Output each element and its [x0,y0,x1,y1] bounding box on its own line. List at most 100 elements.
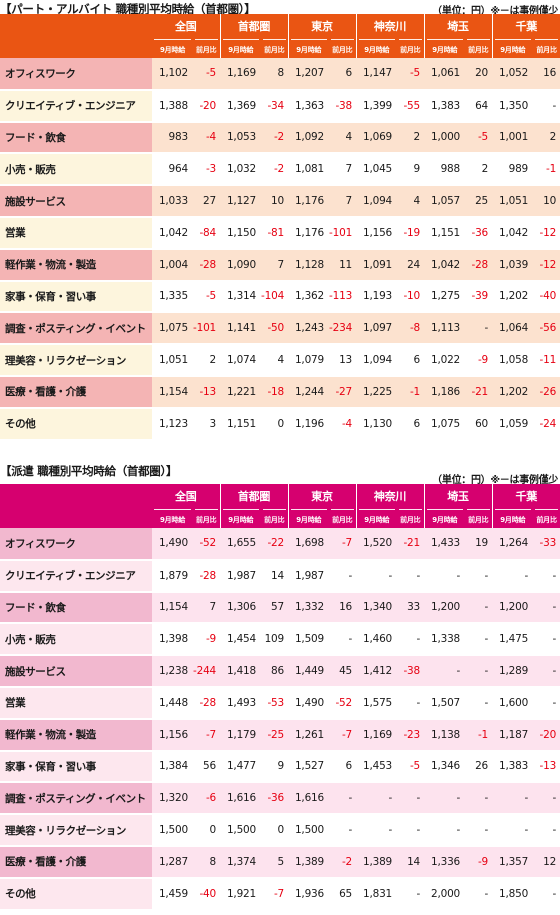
col-label-text: 9月時給 [358,39,396,55]
wage-cell: 1,113 [424,312,466,346]
wage-cell: 1,448 [152,686,193,720]
col-label-sept-wage: 9月時給 [219,36,262,58]
dispatch-wage-table: 全国 首都圏 東京 神奈川 埼玉 千葉 9月時給 前月比 9月時給 前月比 9月時給 前月比 9月時給前… [0,484,560,911]
col-label-text: 前月比 [331,39,354,55]
wage-cell: 988 [424,153,466,187]
wage-cell: 1,081 [288,153,330,187]
mom-change-cell: 4 [397,185,425,218]
wage-cell: 1,022 [424,344,466,377]
mom-change-cell: - [465,655,493,688]
region-header: 神奈川 [355,484,425,506]
wage-cell: 1,500 [288,814,330,847]
mom-change-cell: 8 [261,58,289,91]
mom-change-cell: - [533,623,560,657]
table-row: 家事・保育・習い事 1,384 56 1,477 9 1,527 6 1,453 -5 1,346… [0,750,560,784]
wage-cell: 1,509 [288,623,330,657]
wage-cell: 1,363 [288,89,330,123]
wage-cell: 1,130 [356,407,398,441]
wage-cell: 1,335 [152,280,193,314]
unit-note: （単位：円）※－は事例僅少 [432,475,558,486]
col-label-text: 9月時給 [426,39,464,55]
table-row: オフィスワーク 1,490 -52 1,655 -22 1,698 -7 1,520 -21 1,… [0,528,560,561]
wage-cell: 1,154 [152,375,193,409]
wage-cell: 1,616 [288,782,330,816]
wage-cell: 1,150 [220,216,262,250]
mom-change-cell: 6 [329,750,357,784]
wage-cell: 1,831 [356,877,398,911]
table-row: 調査・ポスティング・イベント 1,075 -101 1,141 -50 1,243 -234… [0,312,560,346]
mom-change-cell: 5 [261,845,289,879]
category-label: 理美容・リラクゼーション [0,344,152,377]
wage-cell: 2,000 [424,877,466,911]
mom-change-cell: 16 [533,58,560,91]
mom-change-cell: -28 [193,248,221,282]
wage-cell: 1,655 [220,528,262,561]
wage-cell: 1,500 [220,814,262,847]
mom-change-cell: -50 [261,312,289,346]
col-label-text: 前月比 [467,509,490,525]
category-label: 理美容・リラクゼーション [0,814,152,847]
mom-change-cell: -7 [261,877,289,911]
col-label-text: 前月比 [399,509,422,525]
table-row: 営業 1,042 -84 1,150 -81 1,176 -101 1,156 -19 1,151… [0,216,560,250]
col-label-mom-change: 前月比 [193,506,221,528]
wage-cell: - [492,782,534,816]
mom-change-cell: 109 [261,623,289,657]
col-label-text: 前月比 [195,39,218,55]
wage-cell: 1,200 [424,591,466,625]
col-label-sept-wage: 9月時給 [152,36,193,58]
mom-change-cell: -28 [465,248,493,282]
table-row: 理美容・リラクゼーション 1,051 2 1,074 4 1,079 13 1,094 6 1,0… [0,344,560,377]
wage-cell: 1,059 [492,407,534,441]
mom-change-cell: -9 [465,344,493,377]
mom-change-cell: 24 [397,248,425,282]
mom-change-cell: 0 [193,814,221,847]
mom-change-cell: -28 [193,686,221,720]
mom-change-cell: -5 [397,750,425,784]
wage-cell: 1,221 [220,375,262,409]
wage-cell: - [424,559,466,593]
col-label-sept-wage: 9月時給 [287,506,330,528]
header-corner [0,14,152,58]
wage-cell: 1,045 [356,153,398,187]
wage-cell: 1,091 [356,248,398,282]
wage-cell: 1,000 [424,121,466,155]
mom-change-cell: -26 [533,375,560,409]
mom-change-cell: -36 [465,216,493,250]
col-label-text: 前月比 [399,39,422,55]
table-row: 営業 1,448 -28 1,493 -53 1,490 -52 1,575-1,507-1,… [0,686,560,720]
wage-cell: 1,179 [220,718,262,752]
mom-change-cell: -4 [193,121,221,155]
mom-change-cell: - [533,559,560,593]
col-label-mom-change: 前月比 [533,506,560,528]
col-label-mom-change: 前月比 [465,36,493,58]
wage-cell: - [356,782,398,816]
part-time-wage-table: 全国 首都圏 東京 神奈川 埼玉 千葉 9月時給 前月比 9月時給 前月比 9月時給 前月比 9月時給前… [0,14,560,441]
wage-cell: 1,156 [356,216,398,250]
mom-change-cell: -81 [261,216,289,250]
mom-change-cell: 10 [533,185,560,218]
col-label-sept-wage: 9月時給 [355,36,398,58]
col-label-mom-change: 前月比 [193,36,221,58]
mom-change-cell: -1 [397,375,425,409]
col-label-sept-wage: 9月時給 [287,36,330,58]
wage-cell: 1,090 [220,248,262,282]
mom-change-cell: 26 [465,750,493,784]
mom-change-cell: 56 [193,750,221,784]
wage-cell: 1,094 [356,344,398,377]
mom-change-cell: -19 [397,216,425,250]
wage-cell: 1,261 [288,718,330,752]
wage-cell: 1,264 [492,528,534,561]
wage-cell: 1,176 [288,185,330,218]
col-label-mom-change: 前月比 [465,506,493,528]
mom-change-cell: - [533,89,560,123]
mom-change-cell: 86 [261,655,289,688]
wage-cell: 1,202 [492,375,534,409]
header-row-sublabels: 9月時給 前月比 9月時給 前月比 9月時給 前月比 9月時給 前月比 9月時給 前月比 9月時給前… [0,36,560,58]
wage-cell: 1,169 [220,58,262,91]
wage-cell: 1,389 [288,845,330,879]
wage-cell: 1,244 [288,375,330,409]
wage-cell: 1,453 [356,750,398,784]
wage-cell: 1,064 [492,312,534,346]
mom-change-cell: 60 [465,407,493,441]
